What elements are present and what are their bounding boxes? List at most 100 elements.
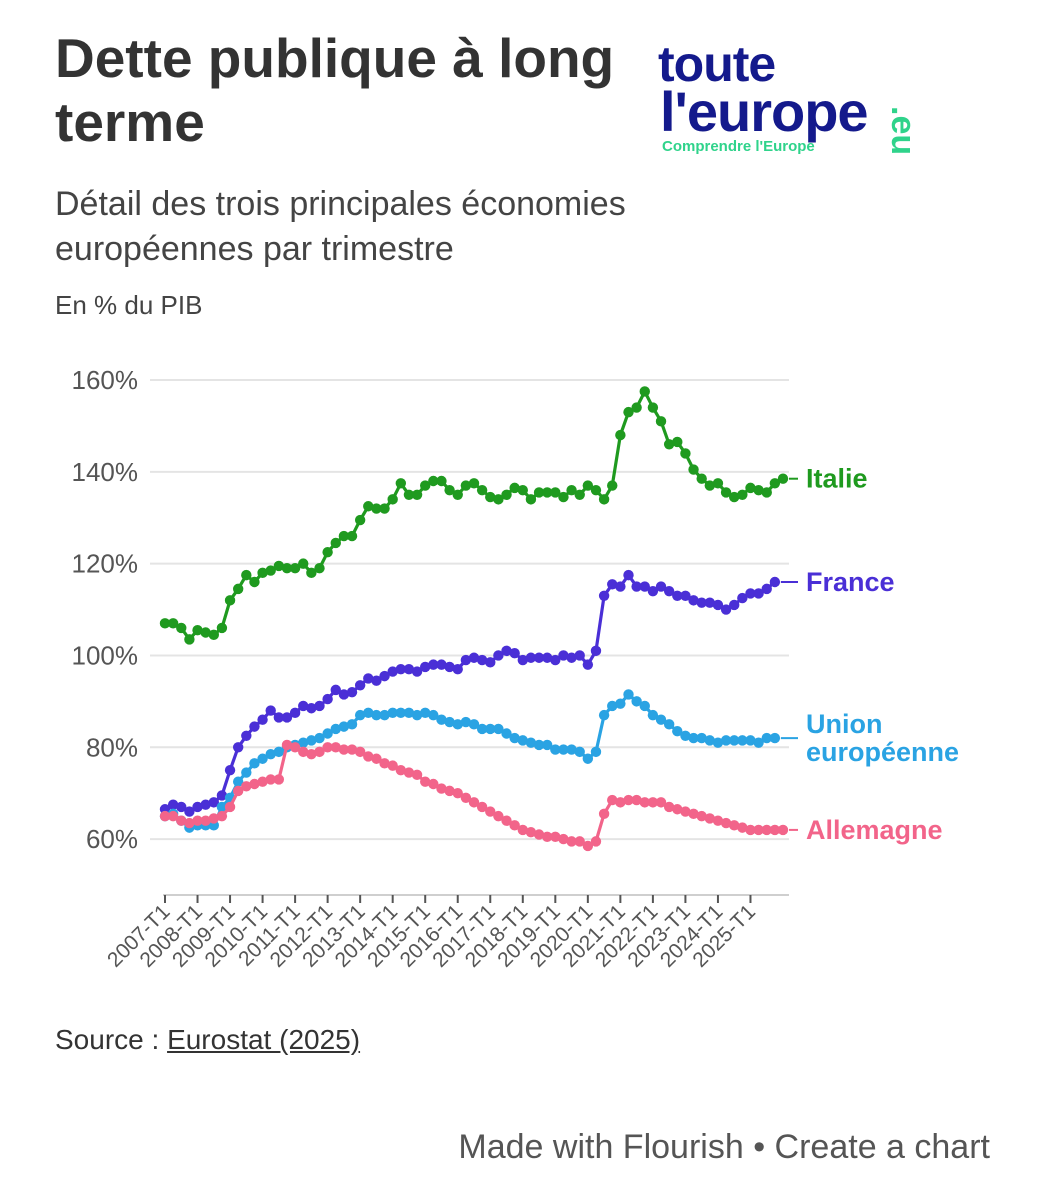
data-point xyxy=(517,824,528,836)
y-tick-label: 100% xyxy=(72,640,139,670)
series-label-ue: européenne xyxy=(806,737,959,767)
made-with-flourish-link[interactable]: Made with Flourish xyxy=(458,1128,744,1166)
data-point xyxy=(322,728,333,739)
data-point xyxy=(525,737,537,748)
data-point xyxy=(509,647,520,659)
data-point xyxy=(257,753,268,764)
data-point xyxy=(688,464,699,475)
data-point xyxy=(680,806,691,817)
data-point xyxy=(184,634,195,645)
data-point xyxy=(745,482,756,494)
data-point xyxy=(460,480,472,491)
series-label-italie: Italie xyxy=(806,464,868,494)
series-label-ue: Union xyxy=(806,709,882,739)
data-point xyxy=(493,810,504,822)
data-point xyxy=(566,744,577,755)
data-point xyxy=(330,723,341,735)
data-point xyxy=(655,416,667,427)
data-point xyxy=(737,822,748,833)
data-point xyxy=(354,709,366,721)
data-point xyxy=(216,810,228,822)
data-point xyxy=(232,742,244,753)
data-point xyxy=(533,829,545,840)
data-point xyxy=(314,732,325,744)
data-point xyxy=(476,484,488,496)
series-line xyxy=(164,573,776,814)
data-point xyxy=(428,778,439,790)
data-point xyxy=(281,563,293,574)
data-point xyxy=(322,546,333,558)
data-point xyxy=(590,484,602,496)
data-point xyxy=(615,698,626,709)
data-point xyxy=(452,719,463,730)
data-point xyxy=(468,719,480,730)
data-point xyxy=(420,707,431,719)
data-point xyxy=(582,659,594,670)
data-point xyxy=(704,597,716,608)
data-point xyxy=(761,583,772,595)
data-point xyxy=(395,664,407,675)
data-point xyxy=(257,714,268,725)
data-point xyxy=(582,840,594,852)
data-point xyxy=(607,700,618,712)
data-point xyxy=(298,558,309,569)
series-allemagne xyxy=(159,739,789,852)
y-axis-ticks: 60% 80% 100% 120% 140% 160% xyxy=(72,365,139,854)
data-point xyxy=(444,484,455,496)
data-point xyxy=(354,746,366,758)
x-axis-ticks: 2007-T12008-T12009-T12010-T12011-T12012-… xyxy=(103,895,760,972)
source-link[interactable]: Eurostat (2025) xyxy=(167,1024,361,1055)
data-point xyxy=(249,721,260,732)
data-point xyxy=(558,833,569,845)
data-point xyxy=(281,712,293,723)
chart-unit-label: En % du PIB xyxy=(55,290,203,320)
y-tick-label: 120% xyxy=(72,549,139,579)
data-point xyxy=(354,680,366,691)
source-line: Source : Eurostat (2025) xyxy=(55,1024,360,1056)
data-point xyxy=(273,712,285,723)
data-point xyxy=(387,760,398,771)
data-point xyxy=(729,820,740,831)
data-point xyxy=(720,604,732,615)
data-point xyxy=(777,473,789,484)
data-point xyxy=(688,808,699,820)
toute-leurope-logo[interactable]: toute l'europe .eu Comprendre l'Europe xyxy=(658,38,978,168)
data-point xyxy=(639,797,650,808)
data-point xyxy=(696,597,707,608)
data-point xyxy=(257,776,268,787)
data-point xyxy=(696,732,707,744)
data-point xyxy=(590,836,602,847)
data-point xyxy=(289,742,301,753)
data-point xyxy=(696,473,707,484)
data-point xyxy=(680,730,691,741)
data-point xyxy=(241,569,252,581)
data-point xyxy=(216,622,228,634)
data-point xyxy=(680,448,691,459)
data-point xyxy=(216,801,228,813)
data-point xyxy=(330,537,341,549)
data-point xyxy=(281,739,293,751)
data-point xyxy=(411,709,423,721)
data-point xyxy=(590,645,602,657)
data-point xyxy=(265,774,276,785)
data-point xyxy=(525,827,537,838)
data-point xyxy=(655,797,667,808)
data-point xyxy=(680,590,691,601)
data-point xyxy=(485,723,496,735)
data-point xyxy=(371,675,382,686)
data-point xyxy=(298,746,309,758)
data-point xyxy=(769,576,781,588)
data-point xyxy=(704,813,716,824)
create-chart-link[interactable]: Create a chart xyxy=(774,1128,990,1166)
data-point xyxy=(387,494,398,505)
data-point xyxy=(273,746,285,758)
series-label-allemagne: Allemagne xyxy=(806,815,943,845)
data-point xyxy=(428,659,439,670)
data-point xyxy=(582,480,594,491)
data-point xyxy=(607,794,618,806)
data-point xyxy=(346,686,358,698)
data-point xyxy=(647,585,659,597)
data-point xyxy=(338,721,350,732)
data-point xyxy=(655,581,667,592)
data-point xyxy=(745,735,756,746)
